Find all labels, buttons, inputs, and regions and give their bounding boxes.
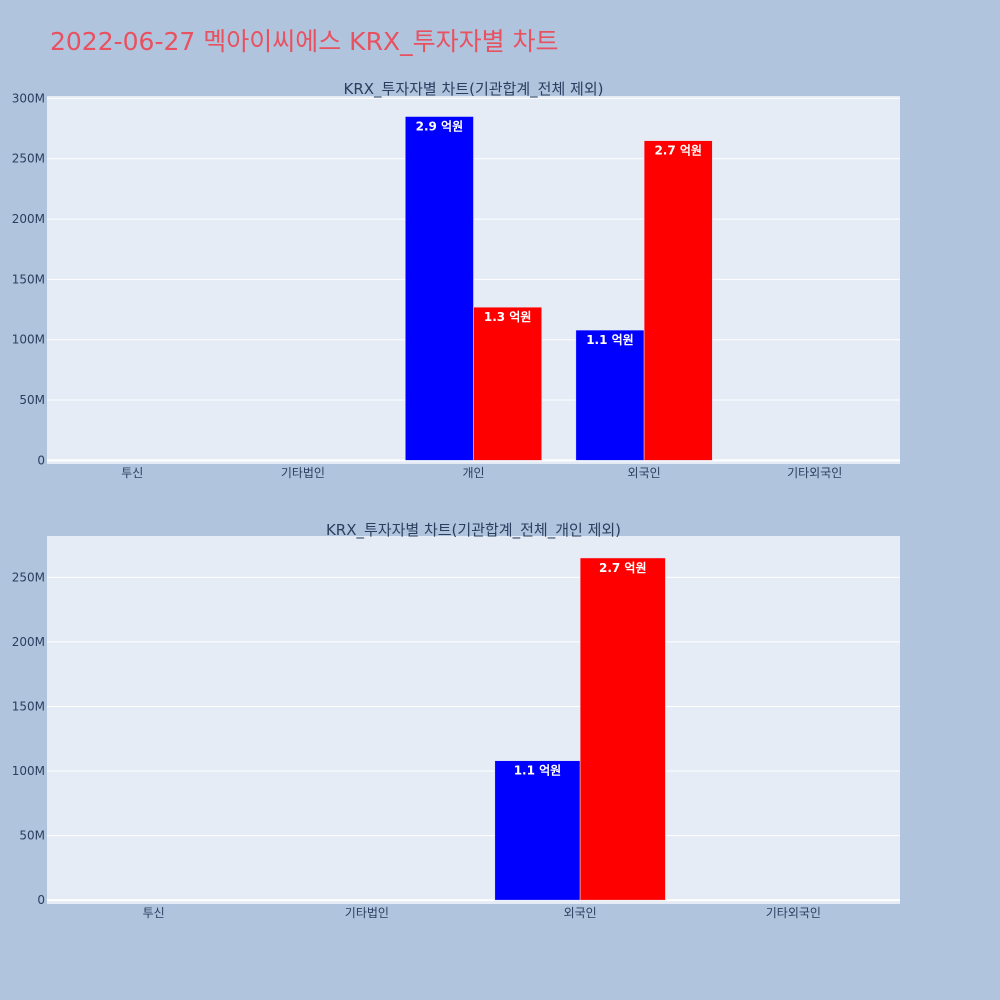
bar-data-label: 2.9 억원 [416, 120, 464, 134]
x-tick-label: 외국인 [628, 466, 661, 480]
bar-data-label: 1.1 억원 [514, 764, 562, 778]
y-tick-label: 200M [12, 635, 45, 649]
y-tick-label: 0 [37, 893, 45, 907]
bar [643, 140, 713, 461]
y-tick-label: 50M [19, 829, 45, 843]
y-tick-label: 100M [12, 764, 45, 778]
y-tick-label: 150M [12, 699, 45, 713]
x-tick-label: 기타법인 [345, 906, 389, 920]
x-tick-label: 기타외국인 [766, 906, 821, 920]
x-tick-label: 외국인 [564, 906, 597, 920]
page-title: 2022-06-27 멕아이씨에스 KRX_투자자별 차트 [50, 27, 559, 56]
chart-title: KRX_투자자별 차트(기관합계_전체 제외) [344, 80, 604, 99]
x-tick-label: 기타외국인 [787, 466, 842, 480]
chart-title: KRX_투자자별 차트(기관합계_전체_개인 제외) [326, 521, 621, 540]
x-tick-label: 기타법인 [281, 466, 325, 480]
bar [473, 306, 542, 461]
bar [405, 116, 474, 461]
y-tick-label: 250M [12, 570, 45, 584]
x-tick-label: 투신 [143, 906, 165, 920]
bar-data-label: 2.7 억원 [599, 561, 647, 575]
x-tick-label: 개인 [462, 466, 484, 480]
bar [579, 557, 666, 901]
y-tick-label: 100M [12, 333, 45, 347]
bar [494, 760, 581, 901]
y-tick-label: 300M [12, 91, 45, 105]
plot-area [47, 536, 900, 904]
bar [575, 329, 645, 461]
y-tick-label: 250M [12, 152, 45, 166]
y-tick-label: 0 [37, 453, 45, 467]
x-tick-label: 투신 [121, 466, 143, 480]
y-tick-label: 150M [12, 272, 45, 286]
bar-data-label: 2.7 억원 [654, 144, 702, 158]
y-tick-label: 50M [19, 393, 45, 407]
y-tick-label: 200M [12, 212, 45, 226]
bar-data-label: 1.1 억원 [586, 333, 634, 347]
bar-data-label: 1.3 억원 [484, 310, 532, 324]
top-chart: 0 50M 100M 150M 200M 250M 300M KRX_투자자별 차트(기관합계… [12, 80, 900, 480]
